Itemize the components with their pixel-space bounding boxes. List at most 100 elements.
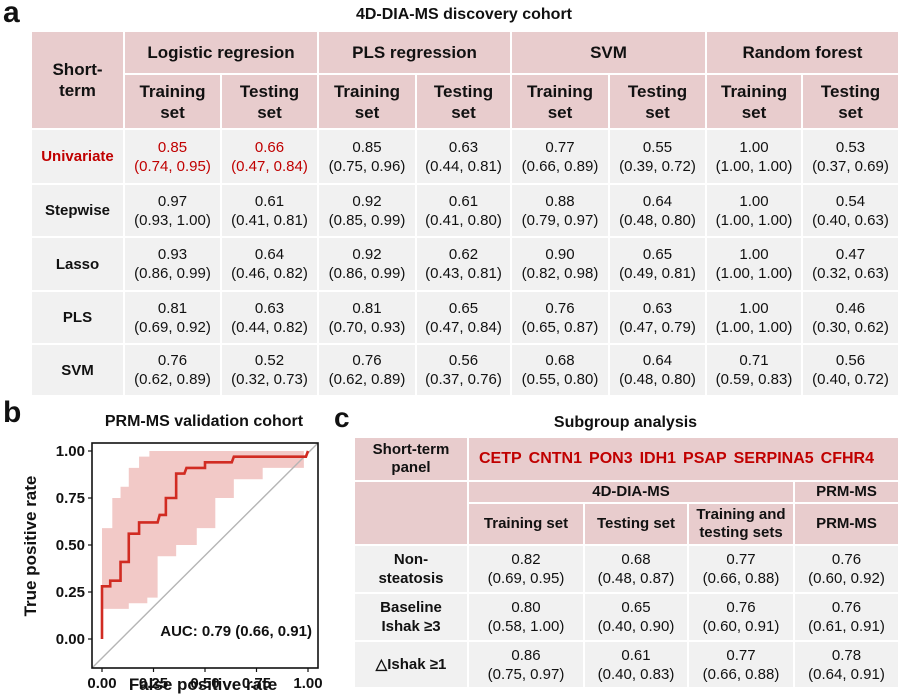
column-header: Training set bbox=[467, 502, 585, 546]
panel-b-letter: b bbox=[3, 396, 22, 429]
auc-value: 0.77 bbox=[545, 138, 575, 156]
auc-cell: 1.00 (1.00, 1.00) bbox=[705, 290, 803, 345]
set-header: Training set bbox=[123, 73, 222, 130]
auc-cell: 0.77 (0.66, 0.89) bbox=[510, 128, 610, 185]
auc-ci: (0.69, 0.92) bbox=[134, 318, 211, 336]
auc-value: 0.78 bbox=[831, 646, 862, 664]
auc-ci: (0.60, 0.92) bbox=[808, 570, 885, 587]
auc-cell: 0.64 (0.46, 0.82) bbox=[220, 236, 319, 292]
table-row: SVM 0.76 (0.62, 0.89) 0.52 (0.32, 0.73) 0.76 (… bbox=[30, 343, 900, 397]
auc-ci: (0.59, 0.83) bbox=[715, 371, 793, 388]
auc-cell: 0.81 (0.69, 0.92) bbox=[123, 290, 222, 345]
auc-cell: 0.61 (0.41, 0.81) bbox=[220, 183, 319, 238]
auc-value: 0.90 bbox=[545, 246, 575, 263]
model-header: Random forest bbox=[705, 30, 900, 75]
auc-value: 1.00 bbox=[739, 138, 769, 156]
auc-cell: 0.76 (0.62, 0.89) bbox=[123, 343, 222, 397]
auc-cell: 0.64 (0.48, 0.80) bbox=[608, 343, 707, 397]
auc-ci: (0.49, 0.81) bbox=[619, 265, 696, 282]
gene-name: CFHR4 bbox=[820, 450, 874, 467]
auc-ci: (0.43, 0.81) bbox=[425, 265, 502, 282]
panel-c-title: Subgroup analysis bbox=[553, 414, 698, 431]
x-tick-label: 0.50 bbox=[190, 675, 219, 692]
auc-value: 0.64 bbox=[642, 192, 673, 210]
auc-ci: (0.39, 0.72) bbox=[619, 157, 696, 175]
auc-cell: 0.68 (0.55, 0.80) bbox=[510, 343, 610, 397]
auc-ci: (0.69, 0.95) bbox=[487, 570, 565, 587]
auc-value: 0.88 bbox=[545, 192, 575, 210]
auc-value: 0.77 bbox=[726, 551, 756, 568]
table-row: Univariate 0.85 (0.74, 0.95) 0.66 (0.47, 0.8… bbox=[30, 128, 900, 185]
auc-value: 1.00 bbox=[739, 246, 769, 263]
gene-name: CETP bbox=[479, 450, 522, 467]
subgroup-label: Baseline Ishak ≥3 bbox=[353, 592, 469, 642]
confidence-band bbox=[102, 451, 304, 609]
auc-cell: 0.56 (0.37, 0.76) bbox=[415, 343, 512, 397]
auc-cell: 0.65 (0.49, 0.81) bbox=[608, 236, 707, 292]
auc-cell: 0.81 (0.70, 0.93) bbox=[317, 290, 417, 345]
auc-cell: 0.47 (0.32, 0.63) bbox=[801, 236, 900, 292]
auc-ci: (1.00, 1.00) bbox=[715, 157, 793, 175]
auc-value: 0.81 bbox=[157, 299, 188, 317]
auc-value: 0.92 bbox=[352, 246, 382, 263]
auc-value: 0.76 bbox=[545, 299, 575, 317]
auc-cell: 0.92 (0.86, 0.99) bbox=[317, 236, 417, 292]
auc-value: 0.62 bbox=[448, 246, 479, 263]
auc-ci: (0.40, 0.72) bbox=[812, 371, 889, 388]
auc-value: 0.68 bbox=[621, 551, 651, 568]
auc-cell: 0.80 (0.58, 1.00) bbox=[467, 592, 585, 642]
auc-value: 0.53 bbox=[835, 138, 866, 156]
set-header: Testing set bbox=[415, 73, 512, 130]
auc-cell: 0.53 (0.37, 0.69) bbox=[801, 128, 900, 185]
auc-ci: (0.66, 0.89) bbox=[521, 157, 599, 175]
auc-ci: (0.41, 0.81) bbox=[231, 211, 308, 229]
auc-ci: (0.82, 0.98) bbox=[521, 265, 599, 282]
auc-cell: 0.77 (0.66, 0.88) bbox=[687, 640, 795, 689]
panel-a-letter: a bbox=[3, 0, 20, 29]
auc-cell: 1.00 (1.00, 1.00) bbox=[705, 183, 803, 238]
auc-cell: 0.46 (0.30, 0.62) bbox=[801, 290, 900, 345]
auc-value: 0.61 bbox=[254, 192, 285, 210]
auc-ci: (0.41, 0.80) bbox=[425, 211, 502, 229]
auc-cell: 0.76 (0.65, 0.87) bbox=[510, 290, 610, 345]
auc-ci: (0.48, 0.80) bbox=[619, 211, 696, 229]
auc-value: 0.54 bbox=[835, 192, 866, 210]
auc-ci: (0.62, 0.89) bbox=[134, 371, 211, 388]
group-header-prm-ms: PRM-MS bbox=[793, 480, 900, 504]
auc-value: 0.61 bbox=[448, 192, 479, 210]
auc-value: 0.97 bbox=[157, 192, 188, 210]
auc-cell: 0.97 (0.93, 1.00) bbox=[123, 183, 222, 238]
auc-value: 0.55 bbox=[642, 138, 673, 156]
auc-ci: (0.65, 0.87) bbox=[521, 318, 599, 336]
auc-cell: 0.66 (0.47, 0.84) bbox=[220, 128, 319, 185]
model-header: PLS regression bbox=[317, 30, 512, 75]
row-label: SVM bbox=[30, 343, 125, 397]
auc-ci: (0.32, 0.63) bbox=[812, 265, 889, 282]
x-tick-label: 0.75 bbox=[242, 675, 271, 692]
auc-value: 0.52 bbox=[254, 352, 285, 369]
set-header: Training set bbox=[510, 73, 610, 130]
auc-value: 0.56 bbox=[448, 352, 479, 369]
auc-ci: (0.48, 0.80) bbox=[619, 371, 696, 388]
auc-cell: 0.82 (0.69, 0.95) bbox=[467, 544, 585, 594]
chart-title: PRM-MS validation cohort bbox=[105, 413, 304, 430]
auc-cell: 0.54 (0.40, 0.63) bbox=[801, 183, 900, 238]
auc-ci: (0.44, 0.82) bbox=[231, 318, 308, 336]
auc-cell: 1.00 (1.00, 1.00) bbox=[705, 128, 803, 185]
auc-ci: (0.40, 0.63) bbox=[812, 211, 889, 229]
auc-cell: 0.86 (0.75, 0.97) bbox=[467, 640, 585, 689]
auc-value: 0.85 bbox=[157, 138, 188, 156]
auc-ci: (0.58, 1.00) bbox=[487, 618, 565, 635]
set-header: Training set bbox=[705, 73, 803, 130]
auc-ci: (0.93, 1.00) bbox=[134, 211, 211, 229]
auc-ci: (0.48, 0.87) bbox=[597, 570, 675, 587]
gene-name: CNTN1 bbox=[528, 450, 583, 467]
auc-annotation: AUC: 0.79 (0.66, 0.91) bbox=[160, 623, 312, 640]
auc-value: 0.65 bbox=[642, 246, 673, 263]
gene-name: IDH1 bbox=[639, 450, 677, 467]
gene-name: PSAP bbox=[683, 450, 727, 467]
auc-value: 0.63 bbox=[642, 299, 673, 317]
auc-cell: 0.76 (0.61, 0.91) bbox=[793, 592, 900, 642]
auc-cell: 0.63 (0.44, 0.81) bbox=[415, 128, 512, 185]
auc-ci: (0.44, 0.81) bbox=[425, 157, 502, 175]
